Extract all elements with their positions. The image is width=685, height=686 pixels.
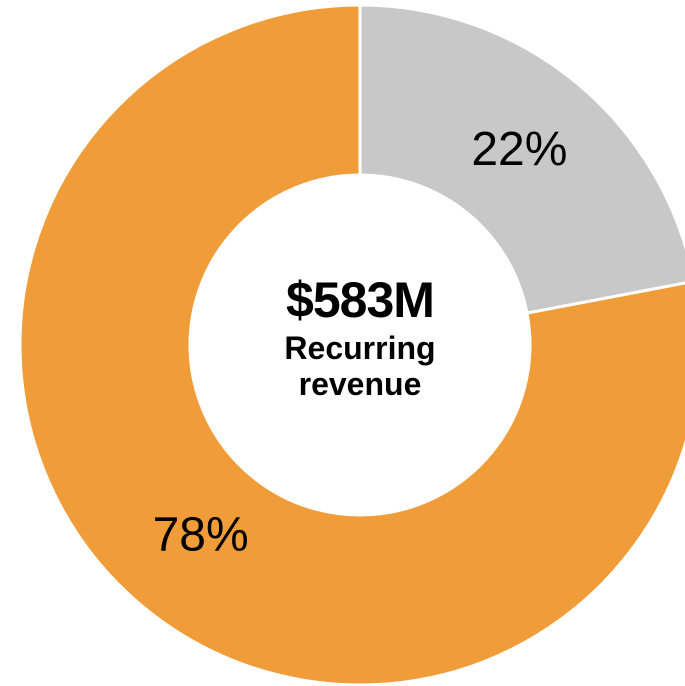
center-label: Recurring revenue bbox=[284, 330, 436, 402]
value-label: 78% bbox=[153, 508, 249, 561]
center-value: $583M bbox=[286, 272, 435, 328]
center-text: $583M Recurring revenue bbox=[260, 270, 460, 402]
donut-slice bbox=[18, 3, 685, 686]
value-label: 22% bbox=[471, 123, 567, 176]
